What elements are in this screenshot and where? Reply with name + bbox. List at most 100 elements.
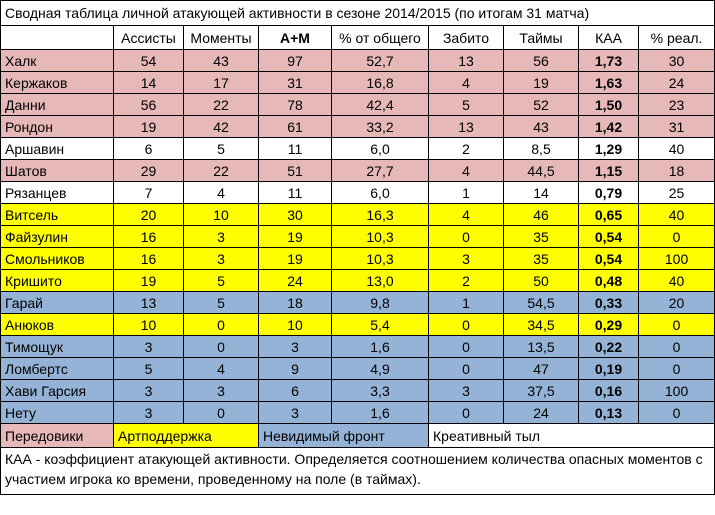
stat-cell: 5	[183, 269, 259, 292]
stat-cell: 43	[503, 115, 579, 138]
footnote: КАА - коэффициент атакующей активности. …	[0, 447, 715, 495]
stat-cell: 19	[258, 225, 332, 248]
header-row: Ассисты Моменты А+М% от общего Забито Таймы К…	[0, 25, 715, 50]
stat-cell: 0	[637, 335, 715, 358]
legend-row: Передовики Артподдержка Невидимый фронт Кре…	[0, 423, 715, 448]
stats-table: Сводная таблица личной атакующей активно…	[0, 0, 715, 495]
stat-cell: 1,63	[578, 71, 639, 94]
stat-cell: 16,3	[331, 203, 429, 226]
stat-cell: 6	[258, 379, 332, 402]
stat-cell: 30	[637, 49, 715, 72]
player-row: Халк 54 43 97 52,7 13 56 1,73 30	[0, 49, 715, 72]
stat-cell: 35	[503, 225, 579, 248]
stat-cell: 3	[258, 401, 332, 424]
stat-cell: 24	[637, 71, 715, 94]
player-row: Шатов 29 22 51 27,7 4 44,5 1,15 18	[0, 159, 715, 182]
stat-cell: 1,29	[578, 137, 639, 160]
player-row: Аршавин 6 5 11 6,0 2 8,5 1,29 40	[0, 137, 715, 160]
stat-cell: 10,3	[331, 225, 429, 248]
header-cell: А+М	[258, 25, 332, 50]
stat-cell: 23	[637, 93, 715, 116]
header-cell: % реал.	[637, 25, 715, 50]
stat-cell: 3	[113, 401, 184, 424]
player-row: Кержаков 14 17 31 16,8 4 19 1,63 24	[0, 71, 715, 94]
stat-cell: 0	[637, 401, 715, 424]
stat-cell: 20	[113, 203, 184, 226]
player-row: Кришито 19 5 24 13,0 2 50 0,48 40	[0, 269, 715, 292]
stat-cell: 10	[258, 313, 332, 336]
legend-item: Креативный тыл	[427, 423, 715, 448]
stat-cell: 3	[428, 379, 504, 402]
player-row: Витсель 20 10 30 16,3 4 46 0,65 40	[0, 203, 715, 226]
stat-cell: 0,19	[578, 357, 639, 380]
stat-cell: 1,6	[331, 401, 429, 424]
stat-cell: 3,3	[331, 379, 429, 402]
stat-cell: 17	[183, 71, 259, 94]
stat-cell: 19	[113, 115, 184, 138]
stat-cell: 1,73	[578, 49, 639, 72]
stat-cell: 0	[428, 313, 504, 336]
stat-cell: 19	[258, 247, 332, 270]
stat-cell: 29	[113, 159, 184, 182]
stat-cell: 0	[637, 357, 715, 380]
stat-cell: 13	[113, 291, 184, 314]
stat-cell: 1	[428, 181, 504, 204]
stat-cell: 31	[258, 71, 332, 94]
player-name: Рондон	[0, 115, 114, 138]
stat-cell: 13	[428, 49, 504, 72]
stat-cell: 0	[428, 401, 504, 424]
player-row: Гарай 13 5 18 9,8 1 54,5 0,33 20	[0, 291, 715, 314]
stat-cell: 40	[637, 203, 715, 226]
header-cell: КАА	[578, 25, 639, 50]
stat-cell: 1,50	[578, 93, 639, 116]
stat-cell: 37,5	[503, 379, 579, 402]
stat-cell: 14	[503, 181, 579, 204]
stat-cell: 40	[637, 137, 715, 160]
stat-cell: 7	[113, 181, 184, 204]
stat-cell: 1,6	[331, 335, 429, 358]
stat-cell: 3	[113, 335, 184, 358]
player-name: Хави Гарсия	[0, 379, 114, 402]
stat-cell: 34,5	[503, 313, 579, 336]
stat-cell: 9,8	[331, 291, 429, 314]
player-name: Анюков	[0, 313, 114, 336]
stat-cell: 24	[503, 401, 579, 424]
legend-item: Артподдержка	[113, 423, 259, 448]
stat-cell: 0,54	[578, 225, 639, 248]
stat-cell: 10,3	[331, 247, 429, 270]
stat-cell: 0	[183, 335, 259, 358]
stat-cell: 61	[258, 115, 332, 138]
player-row: Анюков 10 0 10 5,4 0 34,5 0,29 0	[0, 313, 715, 336]
stat-cell: 0	[637, 313, 715, 336]
player-name: Ломбертс	[0, 357, 114, 380]
stat-cell: 5	[183, 137, 259, 160]
stat-cell: 16	[113, 225, 184, 248]
stat-cell: 40	[637, 269, 715, 292]
player-row: Тимощук 3 0 3 1,6 0 13,5 0,22 0	[0, 335, 715, 358]
stat-cell: 78	[258, 93, 332, 116]
stat-cell: 30	[258, 203, 332, 226]
stat-cell: 56	[113, 93, 184, 116]
player-name: Нету	[0, 401, 114, 424]
stat-cell: 19	[113, 269, 184, 292]
stat-cell: 3	[183, 247, 259, 270]
legend-item: Невидимый фронт	[258, 423, 429, 448]
stat-cell: 2	[428, 137, 504, 160]
stat-cell: 0,33	[578, 291, 639, 314]
stat-cell: 13,5	[503, 335, 579, 358]
stat-cell: 6,0	[331, 137, 429, 160]
stat-cell: 24	[258, 269, 332, 292]
stat-cell: 5	[183, 291, 259, 314]
stat-cell: 22	[183, 93, 259, 116]
stat-cell: 33,2	[331, 115, 429, 138]
stat-cell: 0,22	[578, 335, 639, 358]
stat-cell: 14	[113, 71, 184, 94]
stat-cell: 4,9	[331, 357, 429, 380]
stat-cell: 11	[258, 181, 332, 204]
stat-cell: 3	[183, 225, 259, 248]
stat-cell: 54,5	[503, 291, 579, 314]
stat-cell: 100	[637, 247, 715, 270]
stat-cell: 1	[428, 291, 504, 314]
stat-cell: 54	[113, 49, 184, 72]
stat-cell: 0,13	[578, 401, 639, 424]
